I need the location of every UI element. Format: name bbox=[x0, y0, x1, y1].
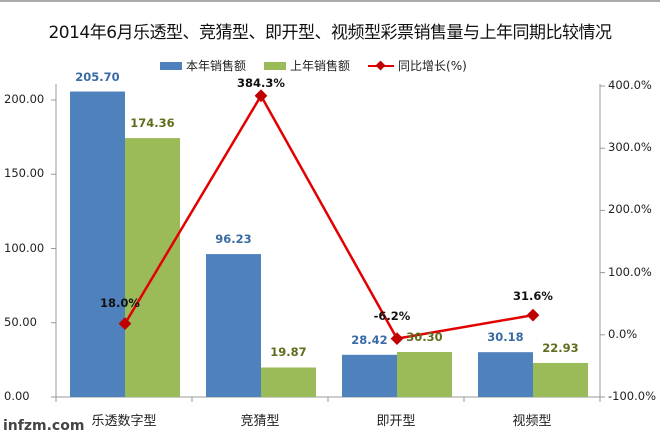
bar-value-label: 30.30 bbox=[406, 330, 443, 344]
bar bbox=[533, 362, 588, 397]
legend-label: 上年销售额 bbox=[290, 59, 351, 73]
bar-value-label: 22.93 bbox=[542, 340, 579, 355]
bar bbox=[206, 254, 261, 397]
bar bbox=[342, 354, 397, 397]
left-axis-tick: 50.00 bbox=[4, 314, 37, 329]
bar bbox=[70, 91, 125, 398]
bar bbox=[261, 367, 316, 397]
bar-value-label: 205.70 bbox=[75, 69, 120, 84]
right-axis-tick: 400.0% bbox=[608, 78, 652, 92]
line-marker bbox=[390, 332, 404, 346]
left-axis-tick: 200.00 bbox=[4, 92, 45, 106]
bar bbox=[397, 352, 452, 397]
left-axis-tick: 0.00 bbox=[4, 389, 30, 403]
legend: 本年销售额 上年销售额 同比增长(%) bbox=[160, 57, 467, 74]
right-axis-tick: 200.0% bbox=[608, 202, 652, 217]
line-marker bbox=[254, 89, 268, 103]
growth-value-label: -6.2% bbox=[373, 308, 411, 323]
bar-value-label: 30.18 bbox=[487, 330, 524, 345]
left-axis-tick: 150.00 bbox=[4, 166, 45, 181]
category-label: 视频型 bbox=[512, 414, 552, 429]
legend-item-previous: 上年销售额 bbox=[264, 57, 350, 74]
legend-swatch-green bbox=[264, 61, 287, 70]
watermark: infzm.com bbox=[3, 418, 85, 434]
right-axis-tick: 0.0% bbox=[608, 326, 638, 341]
line-marker bbox=[526, 308, 540, 322]
category-label: 即开型 bbox=[376, 414, 416, 429]
category-label: 乐透数字型 bbox=[91, 414, 157, 429]
legend-swatch-blue bbox=[160, 61, 182, 70]
chart-title: 2014年6月乐透型、竞猜型、即开型、视频型彩票销售量与上年同期比较情况 bbox=[48, 23, 612, 43]
left-axis-tick: 100.00 bbox=[4, 240, 45, 255]
line-marker-icon bbox=[368, 60, 395, 70]
top-border bbox=[0, 0, 660, 2]
bar-value-label: 28.42 bbox=[351, 332, 388, 347]
right-axis-tick: -100.0% bbox=[608, 389, 656, 403]
line-marker bbox=[118, 317, 132, 330]
bar-value-label: 19.87 bbox=[270, 345, 307, 360]
growth-line bbox=[123, 93, 534, 341]
growth-value-label: 384.3% bbox=[237, 75, 285, 90]
bar bbox=[478, 352, 533, 397]
right-axis-tick: 100.0% bbox=[608, 264, 652, 279]
legend-item-current: 本年销售额 bbox=[160, 57, 246, 74]
bar bbox=[125, 138, 180, 398]
growth-value-label: 31.6% bbox=[513, 289, 553, 304]
right-axis-tick: 300.0% bbox=[608, 140, 652, 155]
legend-label: 本年销售额 bbox=[186, 59, 247, 73]
legend-item-growth: 同比增长(%) bbox=[368, 57, 467, 74]
bar-value-label: 174.36 bbox=[130, 116, 175, 131]
category-label: 竞猜型 bbox=[240, 414, 280, 429]
legend-label: 同比增长(%) bbox=[398, 59, 467, 73]
bar-value-label: 96.23 bbox=[215, 232, 252, 247]
growth-value-label: 18.0% bbox=[100, 295, 140, 310]
